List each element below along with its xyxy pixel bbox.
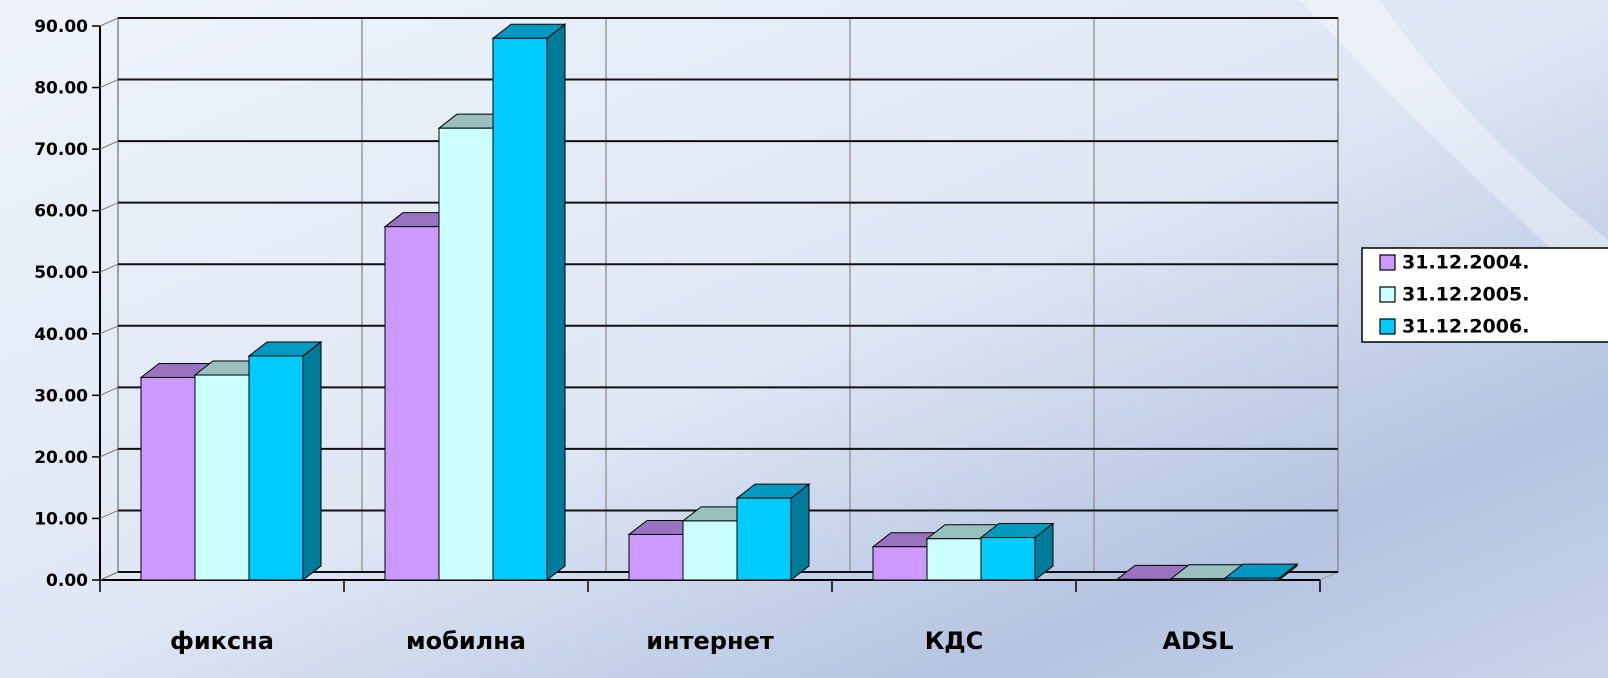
bar [384, 226, 440, 581]
side-grid-line [99, 263, 119, 273]
y-tick-label: 50.00 [34, 263, 88, 283]
y-tick-label: 30.00 [34, 386, 88, 406]
legend-label: 31.12.2006. [1402, 316, 1529, 338]
bar [872, 546, 928, 581]
bar [926, 538, 982, 581]
legend-label: 31.12.2005. [1402, 284, 1529, 306]
bar [736, 497, 792, 581]
y-tick-label: 70.00 [34, 140, 88, 160]
bar [140, 376, 196, 581]
y-tick-label: 10.00 [34, 509, 88, 529]
bar [1224, 577, 1280, 581]
side-grid-line [99, 509, 119, 519]
legend-swatch [1379, 318, 1396, 335]
x-tick-label: ADSL [1162, 627, 1233, 655]
bar [248, 355, 304, 581]
y-tick-label: 40.00 [34, 325, 88, 345]
legend-label: 31.12.2004. [1402, 252, 1529, 274]
bar [1170, 578, 1226, 581]
x-tick-label: фиксна [170, 627, 274, 655]
x-tick-label: интернет [646, 627, 774, 655]
side-grid-line [99, 17, 119, 27]
plot-area: 0.00 10.00 20.00 30.00 40.00 50.00 60.00 70.00 8… [34, 17, 1339, 655]
bar [628, 533, 684, 581]
x-tick-label: мобилна [406, 627, 526, 655]
y-tick-label: 0.00 [46, 571, 88, 591]
bar-side [790, 483, 810, 582]
y-tick-label: 90.00 [34, 17, 88, 37]
side-grid-line [99, 140, 119, 150]
side-grid-line [99, 202, 119, 212]
side-grid-line [99, 571, 119, 581]
bar [682, 520, 738, 581]
bar [438, 127, 494, 581]
side-grid-line [99, 79, 119, 89]
side-grid-line [99, 448, 119, 458]
side-grid-line [99, 325, 119, 335]
background-sheen [1300, 0, 1608, 300]
legend-swatch [1379, 286, 1396, 303]
legend-swatch [1379, 254, 1396, 271]
y-tick-label: 60.00 [34, 202, 88, 222]
bar-side [546, 23, 566, 582]
bar [980, 537, 1036, 581]
bar [1116, 578, 1172, 581]
side-grid-line [99, 386, 119, 396]
legend [1361, 247, 1608, 343]
bar [194, 374, 250, 581]
x-tick-label: КДС [925, 627, 984, 655]
y-tick-label: 80.00 [34, 79, 88, 99]
bar [492, 37, 548, 581]
bar-side [302, 340, 322, 582]
y-tick-label: 20.00 [34, 448, 88, 468]
